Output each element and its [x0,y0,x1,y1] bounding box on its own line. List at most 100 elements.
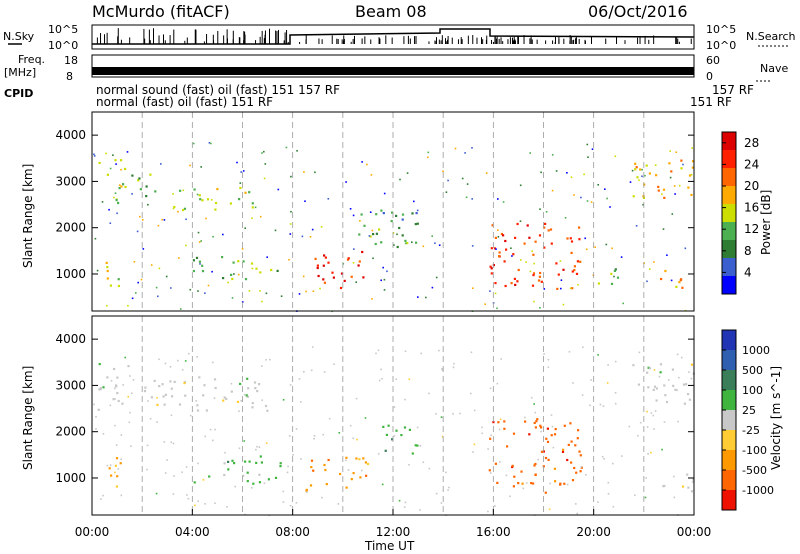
heatmap-cell [563,424,566,427]
heatmap-cell [252,482,255,485]
heatmap-cell [606,382,609,384]
heatmap-cell [639,421,642,424]
heatmap-cell [509,495,511,498]
heatmap-cell [193,188,196,191]
heatmap-cell [663,484,666,487]
heatmap-cell [124,167,127,171]
heatmap-cell [146,468,148,471]
heatmap-cell [212,439,214,442]
velocity-colorbar-cells [722,330,736,510]
heatmap-cell [170,441,173,443]
heatmap-cell [205,409,208,412]
heatmap-cell [580,196,582,199]
heatmap-cell [505,248,508,251]
heatmap-cell [222,277,225,280]
heatmap-cell [105,261,108,264]
heatmap-cell [391,438,394,441]
heatmap-cell [106,304,108,307]
heatmap-cell [102,433,105,435]
colorbar-tick-label: 20 [744,179,759,193]
heatmap-cell [545,437,548,440]
heatmap-cell [327,261,330,264]
heatmap-cell [372,233,375,236]
heatmap-cell [323,254,326,257]
heatmap-cell [147,203,149,206]
heatmap-cell [404,398,406,401]
heatmap-cell [586,143,589,146]
heatmap-cell [522,487,525,490]
noise-search-label: N.Search [746,30,796,43]
heatmap-cell [279,462,282,465]
heatmap-cell [361,469,363,472]
heatmap-cell [109,222,112,224]
heatmap-cell [516,280,519,283]
heatmap-cell [261,152,263,154]
heatmap-cell [472,451,474,453]
heatmap-cell [243,393,246,396]
heatmap-cell [157,295,159,298]
heatmap-cell [108,208,110,211]
heatmap-cell [559,260,562,262]
heatmap-cell [672,384,675,387]
heatmap-cell [261,399,263,401]
heatmap-cell [549,228,553,231]
cpid-right-row2: 151 RF [690,95,732,109]
heatmap-cell [406,242,409,245]
heatmap-cell [564,217,567,219]
heatmap-cell [517,482,520,485]
heatmap-cell [238,410,240,412]
heatmap-cell [601,455,604,458]
heatmap-cell [687,486,690,489]
heatmap-cell [135,292,137,294]
velocity-y-axis-label: Slant Range [km] [21,366,35,470]
heatmap-cell [494,462,497,465]
colorbar-swatch [722,240,736,258]
heatmap-cell [401,234,404,237]
heatmap-cell [154,190,157,193]
heatmap-cell [114,424,116,427]
heatmap-cell [165,275,168,278]
heatmap-cell [188,352,190,355]
heatmap-cell [236,400,240,403]
heatmap-cell [629,181,632,183]
heatmap-cell [398,499,401,502]
heatmap-cell [583,173,585,176]
heatmap-cell [251,217,253,219]
heatmap-cell [164,362,167,365]
heatmap-cell [197,290,199,292]
heatmap-cell [204,435,206,438]
heatmap-cell [485,172,488,174]
heatmap-cell [382,212,385,215]
colorbar-tick-label: -25 [742,424,760,437]
heatmap-cell [644,496,647,499]
heatmap-cell [362,457,365,460]
heatmap-cell [688,174,692,177]
heatmap-cell [638,351,641,354]
heatmap-cell [127,395,129,398]
heatmap-cell [319,287,321,290]
heatmap-cell [652,414,655,417]
heatmap-cell [102,494,104,497]
heatmap-cell [115,444,118,446]
heatmap-cell [189,288,192,291]
heatmap-cell [169,366,172,368]
heatmap-cell [349,208,352,210]
heatmap-cell [117,278,120,281]
heatmap-cell [333,363,335,365]
heatmap-cell [251,406,254,409]
colorbar-tick-label: 24 [744,157,759,171]
heatmap-cell [114,464,117,467]
heatmap-cell [359,476,362,479]
heatmap-cell [452,366,455,369]
cpid-text-row2: normal (fast) oil (fast) 151 RF [96,95,273,109]
heatmap-cell [349,424,352,427]
heatmap-cell [547,366,550,369]
heatmap-cell [251,267,254,270]
heatmap-cell [671,368,674,371]
station-title: McMurdo (fitACF) [92,2,230,21]
heatmap-cell [688,371,690,373]
heatmap-cell [613,269,616,272]
heatmap-cell [213,397,216,399]
y-tick-label: 4000 [55,128,86,142]
heatmap-cell [300,401,302,403]
